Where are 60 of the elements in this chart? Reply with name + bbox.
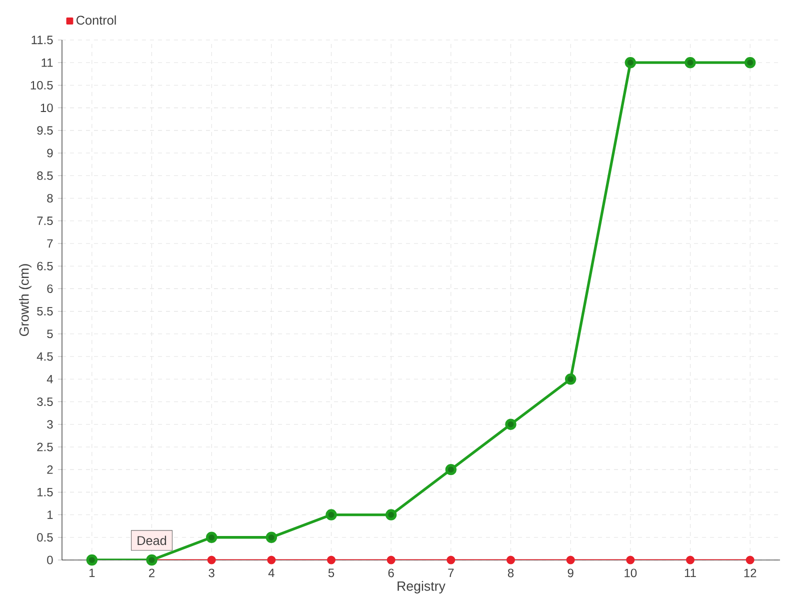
point bbox=[505, 418, 516, 430]
x-tick-label: 12 bbox=[744, 568, 756, 578]
x-tick-label: 2 bbox=[149, 568, 154, 578]
x-tick-label: 7 bbox=[448, 568, 454, 577]
point bbox=[267, 556, 276, 564]
point bbox=[686, 556, 695, 564]
y-tick-label: 8.5 bbox=[37, 171, 53, 180]
y-tick-label: 2.5 bbox=[37, 442, 53, 452]
y-axis-title: Growth (cm) bbox=[19, 264, 32, 336]
y-tick-label: 6 bbox=[47, 284, 53, 293]
x-tick-label: 1 bbox=[90, 568, 95, 577]
y-tick-label: 0.5 bbox=[37, 533, 53, 542]
y-tick-label: 1.5 bbox=[38, 488, 53, 496]
point bbox=[746, 556, 754, 564]
y-tick-label: 11 bbox=[42, 58, 53, 67]
point bbox=[446, 556, 456, 564]
x-tick-label: 11 bbox=[684, 568, 696, 577]
point bbox=[684, 57, 696, 68]
y-tick-label: 8 bbox=[47, 194, 53, 203]
point bbox=[385, 509, 397, 520]
y-tick-label: 7 bbox=[47, 239, 53, 248]
legend-label: Control bbox=[76, 15, 116, 25]
x-tick-label: 6 bbox=[388, 568, 394, 578]
y-tick-label: 5 bbox=[47, 330, 53, 338]
y-tick-label: 10 bbox=[40, 104, 53, 112]
x-tick-label: 10 bbox=[624, 568, 637, 578]
x-tick-label: 5 bbox=[328, 568, 334, 578]
y-tick-label: 9 bbox=[47, 148, 53, 158]
point bbox=[207, 556, 216, 564]
point bbox=[266, 532, 278, 543]
y-tick-label: 2 bbox=[47, 465, 53, 474]
y-tick-label: 0 bbox=[47, 556, 53, 564]
point bbox=[445, 464, 457, 476]
x-tick-label: 3 bbox=[208, 568, 214, 578]
y-tick-label: 3.5 bbox=[37, 397, 53, 406]
y-tick-label: 5.5 bbox=[37, 307, 53, 316]
point bbox=[744, 57, 756, 68]
y-tick-label: 4.5 bbox=[36, 352, 53, 361]
point bbox=[326, 509, 337, 520]
point bbox=[506, 556, 516, 564]
point bbox=[626, 556, 635, 564]
y-tick-label: 10.5 bbox=[30, 80, 53, 90]
x-tick-label: 9 bbox=[568, 568, 574, 578]
point bbox=[326, 556, 336, 564]
y-tick-label: 1 bbox=[48, 510, 53, 519]
x-tick-label: 4 bbox=[268, 568, 274, 577]
y-tick-label: 9.5 bbox=[37, 126, 53, 135]
point bbox=[206, 532, 218, 543]
y-tick-label: 4 bbox=[46, 374, 53, 384]
y-tick-label: 11.5 bbox=[32, 36, 53, 44]
x-axis-title: Registry bbox=[398, 581, 446, 594]
x-tick-label: 8 bbox=[508, 568, 514, 578]
annotation: Dead bbox=[138, 536, 166, 546]
y-tick-label: 3 bbox=[47, 420, 53, 429]
point bbox=[566, 556, 575, 564]
point bbox=[564, 374, 576, 385]
y-tick-label: 7.5 bbox=[37, 216, 53, 226]
y-tick-label: 6.5 bbox=[37, 262, 53, 270]
point bbox=[624, 57, 636, 68]
point bbox=[386, 556, 396, 564]
